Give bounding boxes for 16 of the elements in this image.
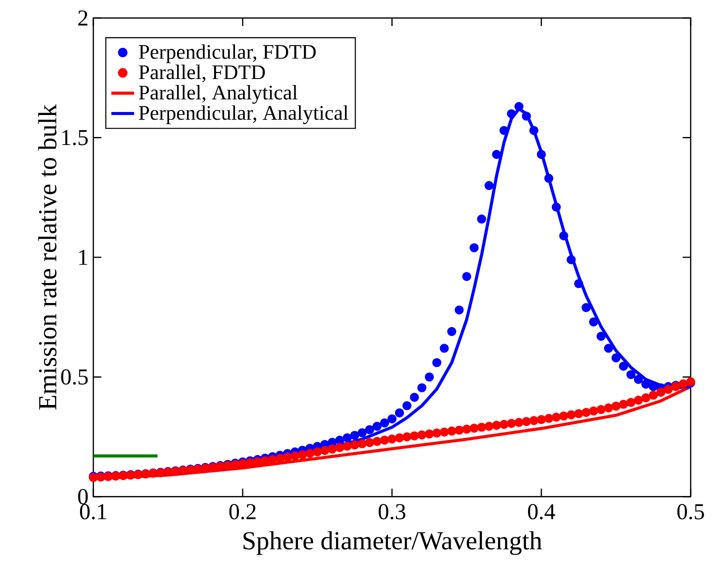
- x-tick-label: 0.5: [677, 504, 704, 520]
- x-tick-label: 0.3: [378, 504, 406, 520]
- y-axis-title: Emission rate relative to bulk: [38, 104, 56, 410]
- x-axis-title: Sphere diameter/Wavelength: [244, 531, 542, 556]
- legend-label: Perpendicular, FDTD: [138, 44, 316, 64]
- x-tick-label: 0.4: [528, 504, 556, 520]
- y-tick-label: 0.5: [61, 369, 88, 385]
- legend-label: Perpendicular, Analytical: [138, 106, 348, 124]
- y-tick-label: 2: [78, 10, 88, 26]
- legend-label: Parallel, Analytical: [138, 85, 298, 104]
- legend-label: Parallel, FDTD: [138, 64, 265, 82]
- x-tick-label: 0.2: [229, 504, 256, 520]
- y-tick-label: 1.5: [62, 130, 88, 146]
- y-tick-label: 0: [78, 489, 88, 504]
- x-tick-label: 0.1: [80, 504, 106, 520]
- y-tick-label: 1: [79, 250, 88, 265]
